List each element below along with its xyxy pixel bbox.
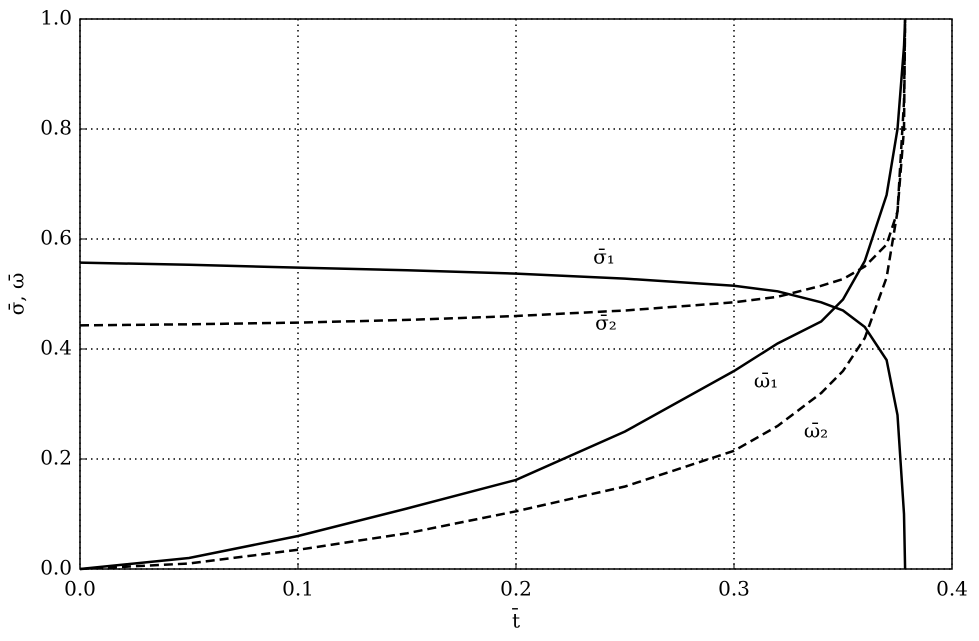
y-tick-label: 0.6 — [40, 226, 72, 250]
series-line — [79, 18, 907, 571]
plot-frame — [79, 18, 953, 570]
series-line — [79, 18, 907, 571]
series-label: ω̄₂ — [804, 419, 828, 443]
series-label: σ̄₁ — [593, 245, 615, 269]
series-label: ω̄₁ — [754, 369, 778, 393]
y-tick-label: 1.0 — [40, 6, 72, 30]
y-tick-label: 0.4 — [40, 336, 72, 360]
series-line — [79, 18, 907, 327]
y-tick-label: 0.0 — [40, 556, 72, 580]
y-tick-label: 0.8 — [40, 116, 72, 140]
series-line — [79, 261, 907, 570]
series-label: σ̄₂ — [595, 311, 617, 335]
x-tick-label: 0.2 — [500, 577, 532, 601]
x-tick-label: 0.3 — [718, 577, 750, 601]
x-tick-label: 0.0 — [64, 577, 96, 601]
x-axis-label: t̄ — [512, 607, 520, 632]
y-axis-label: σ̄, ω̄ — [5, 273, 29, 316]
x-tick-label: 0.1 — [282, 577, 314, 601]
x-tick-label: 0.4 — [936, 577, 968, 601]
y-tick-label: 0.2 — [40, 446, 72, 470]
